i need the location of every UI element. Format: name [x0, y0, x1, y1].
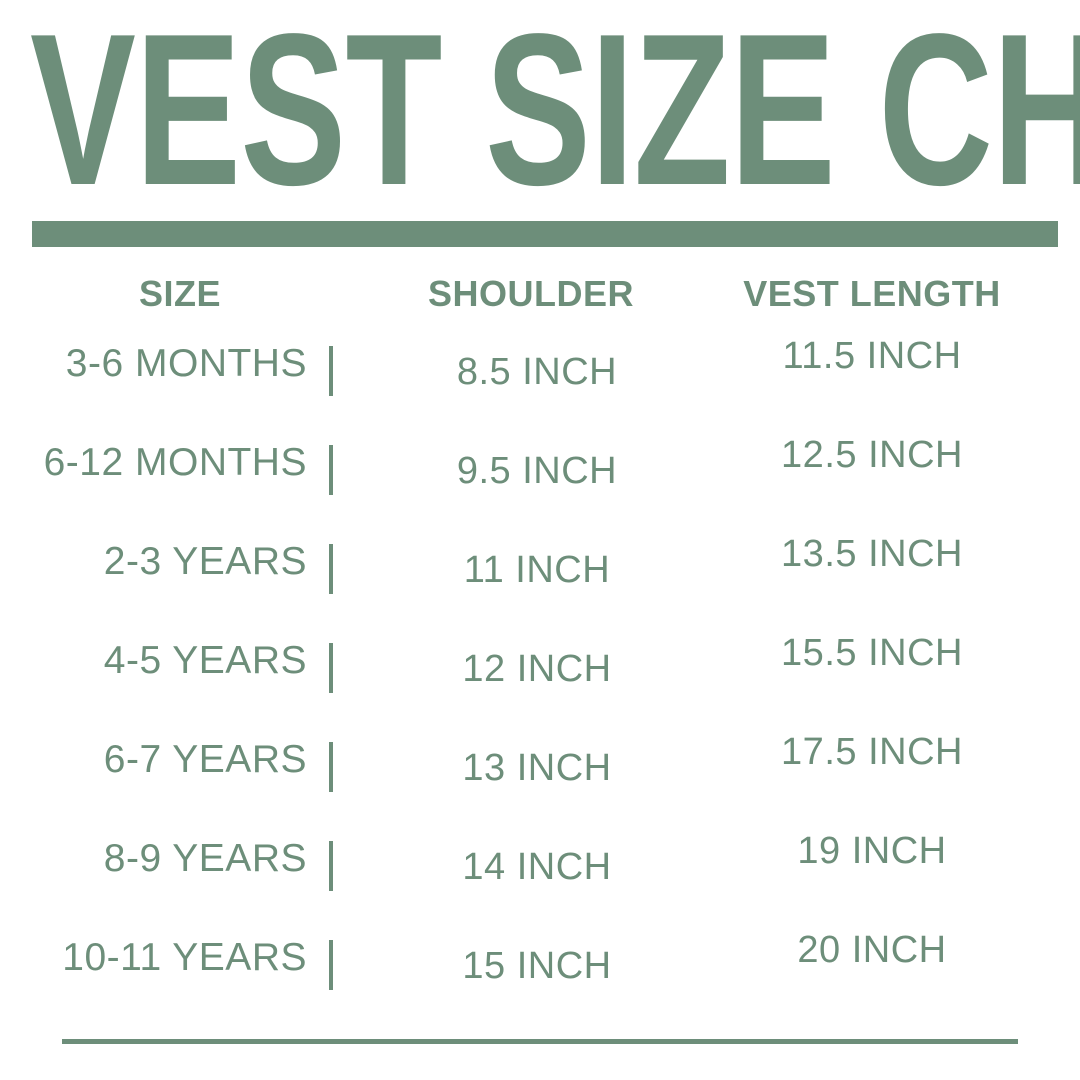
- cell-vest-length: 13.5 INCH: [781, 533, 963, 575]
- cell-size: 6-7 YEARS: [103, 738, 307, 781]
- table-row: 6-12 MONTHS 9.5 INCH 12.5 INCH: [0, 429, 1080, 528]
- cell-shoulder: 14 INCH: [462, 846, 612, 888]
- column-header-vest-length: VEST LENGTH: [743, 273, 1001, 314]
- page-title: VEST SIZE CHART: [30, 0, 1080, 230]
- table-row: 3-6 MONTHS 8.5 INCH 11.5 INCH: [0, 330, 1080, 429]
- cell-vest-length: 11.5 INCH: [782, 335, 962, 377]
- row-divider: [329, 544, 333, 594]
- row-divider: [329, 742, 333, 792]
- cell-shoulder: 11 INCH: [463, 549, 611, 591]
- table-body: 3-6 MONTHS 8.5 INCH 11.5 INCH 6-12 MONTH…: [0, 330, 1080, 1010]
- cell-shoulder: 13 INCH: [462, 747, 612, 789]
- cell-vest-length: 19 INCH: [797, 830, 947, 872]
- cell-size: 2-3 YEARS: [103, 540, 307, 583]
- table-row: 4-5 YEARS 12 INCH 15.5 INCH: [0, 627, 1080, 726]
- row-divider: [329, 940, 333, 990]
- cell-size: 4-5 YEARS: [103, 639, 307, 682]
- table-row: 10-11 YEARS 15 INCH 20 INCH: [0, 924, 1080, 1023]
- cell-vest-length: 20 INCH: [797, 929, 947, 971]
- cell-size: 8-9 YEARS: [103, 837, 307, 880]
- cell-size: 6-12 MONTHS: [43, 441, 307, 484]
- row-divider: [329, 346, 333, 396]
- title-block: VEST SIZE CHART: [0, 0, 1080, 230]
- cell-vest-length: 17.5 INCH: [781, 731, 963, 773]
- table-header-row: SIZE SHOULDER VEST LENGTH: [0, 272, 1080, 320]
- cell-vest-length: 15.5 INCH: [781, 632, 963, 674]
- title-underline-rule: [32, 221, 1058, 247]
- cell-vest-length: 12.5 INCH: [781, 434, 963, 476]
- row-divider: [329, 643, 333, 693]
- row-divider: [329, 445, 333, 495]
- table-row: 6-7 YEARS 13 INCH 17.5 INCH: [0, 726, 1080, 825]
- cell-shoulder: 15 INCH: [462, 945, 612, 987]
- table-row: 2-3 YEARS 11 INCH 13.5 INCH: [0, 528, 1080, 627]
- row-divider: [329, 841, 333, 891]
- cell-shoulder: 8.5 INCH: [456, 351, 618, 393]
- bottom-rule: [62, 1039, 1018, 1044]
- column-header-shoulder: SHOULDER: [427, 273, 634, 314]
- cell-shoulder: 9.5 INCH: [456, 450, 618, 492]
- cell-size: 3-6 MONTHS: [65, 342, 307, 385]
- table-row: 8-9 YEARS 14 INCH 19 INCH: [0, 825, 1080, 924]
- column-header-size: SIZE: [138, 273, 221, 314]
- cell-shoulder: 12 INCH: [462, 648, 612, 690]
- cell-size: 10-11 YEARS: [62, 936, 307, 979]
